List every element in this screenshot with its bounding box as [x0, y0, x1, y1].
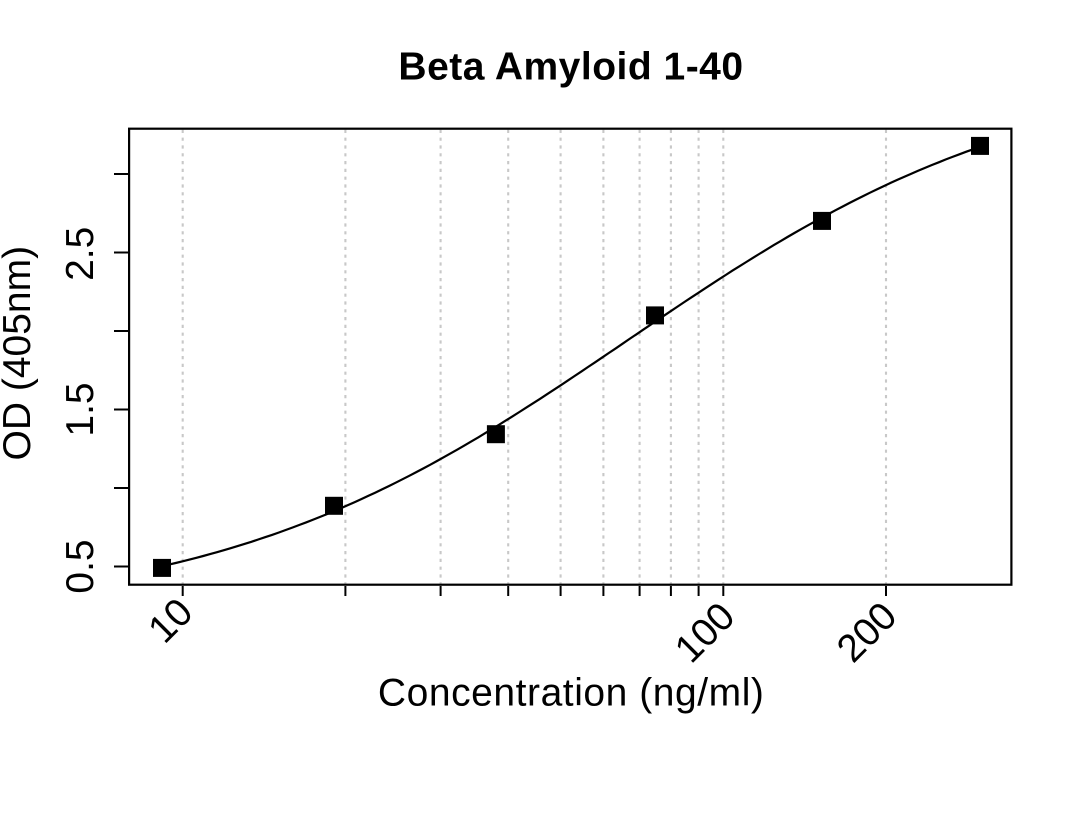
svg-text:Concentration (ng/ml): Concentration (ng/ml): [378, 672, 765, 715]
svg-text:Beta Amyloid 1-40: Beta Amyloid 1-40: [398, 45, 743, 88]
svg-text:0.5: 0.5: [59, 539, 102, 593]
svg-text:OD (405nm): OD (405nm): [0, 246, 39, 461]
svg-text:1.5: 1.5: [59, 382, 102, 436]
svg-text:2.5: 2.5: [59, 227, 102, 281]
